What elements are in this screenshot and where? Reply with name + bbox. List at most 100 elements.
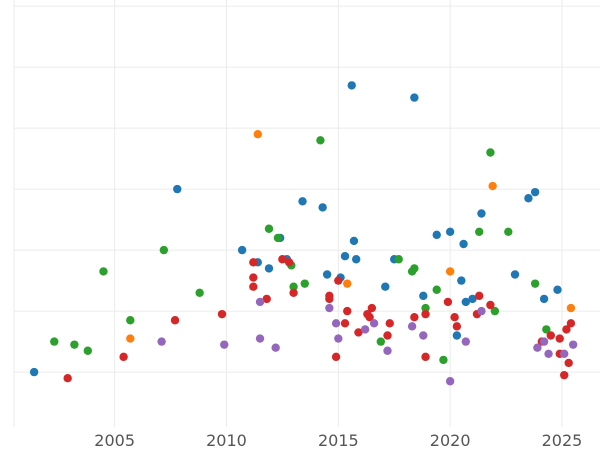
data-point xyxy=(544,349,553,358)
data-point xyxy=(542,325,551,334)
data-point xyxy=(560,370,569,380)
data-point xyxy=(334,276,343,285)
data-point xyxy=(347,81,356,90)
data-point xyxy=(477,209,486,218)
data-point xyxy=(383,346,392,355)
data-point xyxy=(452,331,462,340)
data-point xyxy=(468,294,477,304)
data-point xyxy=(70,340,79,349)
data-point xyxy=(432,230,441,240)
data-point xyxy=(445,227,455,236)
data-point xyxy=(365,313,374,322)
data-point xyxy=(439,355,448,365)
data-point xyxy=(461,297,471,307)
data-point xyxy=(457,276,466,285)
data-point xyxy=(461,337,471,346)
data-point xyxy=(445,377,455,386)
x-tick-label: 2020 xyxy=(430,431,471,450)
data-point xyxy=(316,136,325,145)
data-point xyxy=(237,245,247,255)
data-point xyxy=(555,334,564,343)
data-point xyxy=(566,303,576,313)
data-point xyxy=(217,309,227,319)
data-point xyxy=(249,258,258,267)
data-point xyxy=(490,306,500,316)
data-point xyxy=(63,374,72,383)
data-point xyxy=(278,255,287,264)
data-point xyxy=(410,313,419,322)
data-point xyxy=(284,258,294,267)
data-point xyxy=(419,331,428,340)
data-point xyxy=(289,288,298,297)
data-point xyxy=(530,279,540,288)
data-point xyxy=(475,291,484,301)
data-point xyxy=(325,291,334,301)
data-point xyxy=(564,358,573,368)
data-point xyxy=(157,337,166,346)
data-point xyxy=(318,203,327,212)
grid-layer xyxy=(13,0,600,427)
data-point xyxy=(83,346,93,355)
data-point xyxy=(264,264,274,273)
data-point xyxy=(450,313,459,322)
data-point xyxy=(486,300,495,310)
x-tick-label: 2025 xyxy=(542,431,583,450)
data-point xyxy=(255,334,265,343)
data-point xyxy=(325,303,334,313)
data-point xyxy=(352,255,361,264)
data-point xyxy=(300,279,309,288)
data-point xyxy=(170,316,180,325)
data-point xyxy=(249,273,258,282)
data-point xyxy=(445,267,455,276)
data-point xyxy=(253,130,262,139)
data-point xyxy=(530,187,540,197)
data-point xyxy=(566,319,576,328)
data-point xyxy=(126,334,135,343)
data-point xyxy=(331,319,341,328)
data-point xyxy=(553,285,562,294)
data-point xyxy=(504,227,513,236)
data-point xyxy=(560,349,569,358)
x-tick-labels: 2005 2010 2015 2020 2025 xyxy=(94,431,582,450)
data-point xyxy=(255,297,265,307)
data-point xyxy=(452,322,462,331)
data-point xyxy=(486,148,495,157)
data-point xyxy=(271,343,280,352)
data-point xyxy=(322,270,332,279)
x-tick-label: 2010 xyxy=(206,431,247,450)
data-point xyxy=(264,224,274,233)
data-point xyxy=(289,282,298,291)
data-point xyxy=(510,270,520,279)
data-point xyxy=(343,306,352,316)
points-layer xyxy=(29,81,578,386)
data-point xyxy=(349,236,359,246)
data-point xyxy=(407,322,417,331)
data-point xyxy=(475,227,484,236)
data-point xyxy=(340,252,350,261)
data-point xyxy=(159,245,169,255)
data-point xyxy=(562,325,571,334)
data-point xyxy=(262,294,271,304)
data-point xyxy=(376,337,386,346)
data-point xyxy=(488,181,497,191)
data-point xyxy=(340,319,350,328)
data-point xyxy=(29,367,39,377)
data-point xyxy=(381,282,390,291)
data-point xyxy=(273,233,283,243)
data-point xyxy=(334,334,343,343)
data-point xyxy=(383,331,392,340)
data-point xyxy=(394,255,403,264)
data-point xyxy=(249,282,258,291)
data-point xyxy=(477,306,486,316)
data-point xyxy=(421,309,430,319)
data-point xyxy=(369,319,379,328)
data-point xyxy=(421,352,430,362)
data-point xyxy=(432,285,441,294)
x-tick-label: 2005 xyxy=(94,431,135,450)
data-point xyxy=(546,331,555,340)
data-point xyxy=(419,291,428,301)
data-point xyxy=(126,316,135,325)
data-point xyxy=(298,197,307,206)
